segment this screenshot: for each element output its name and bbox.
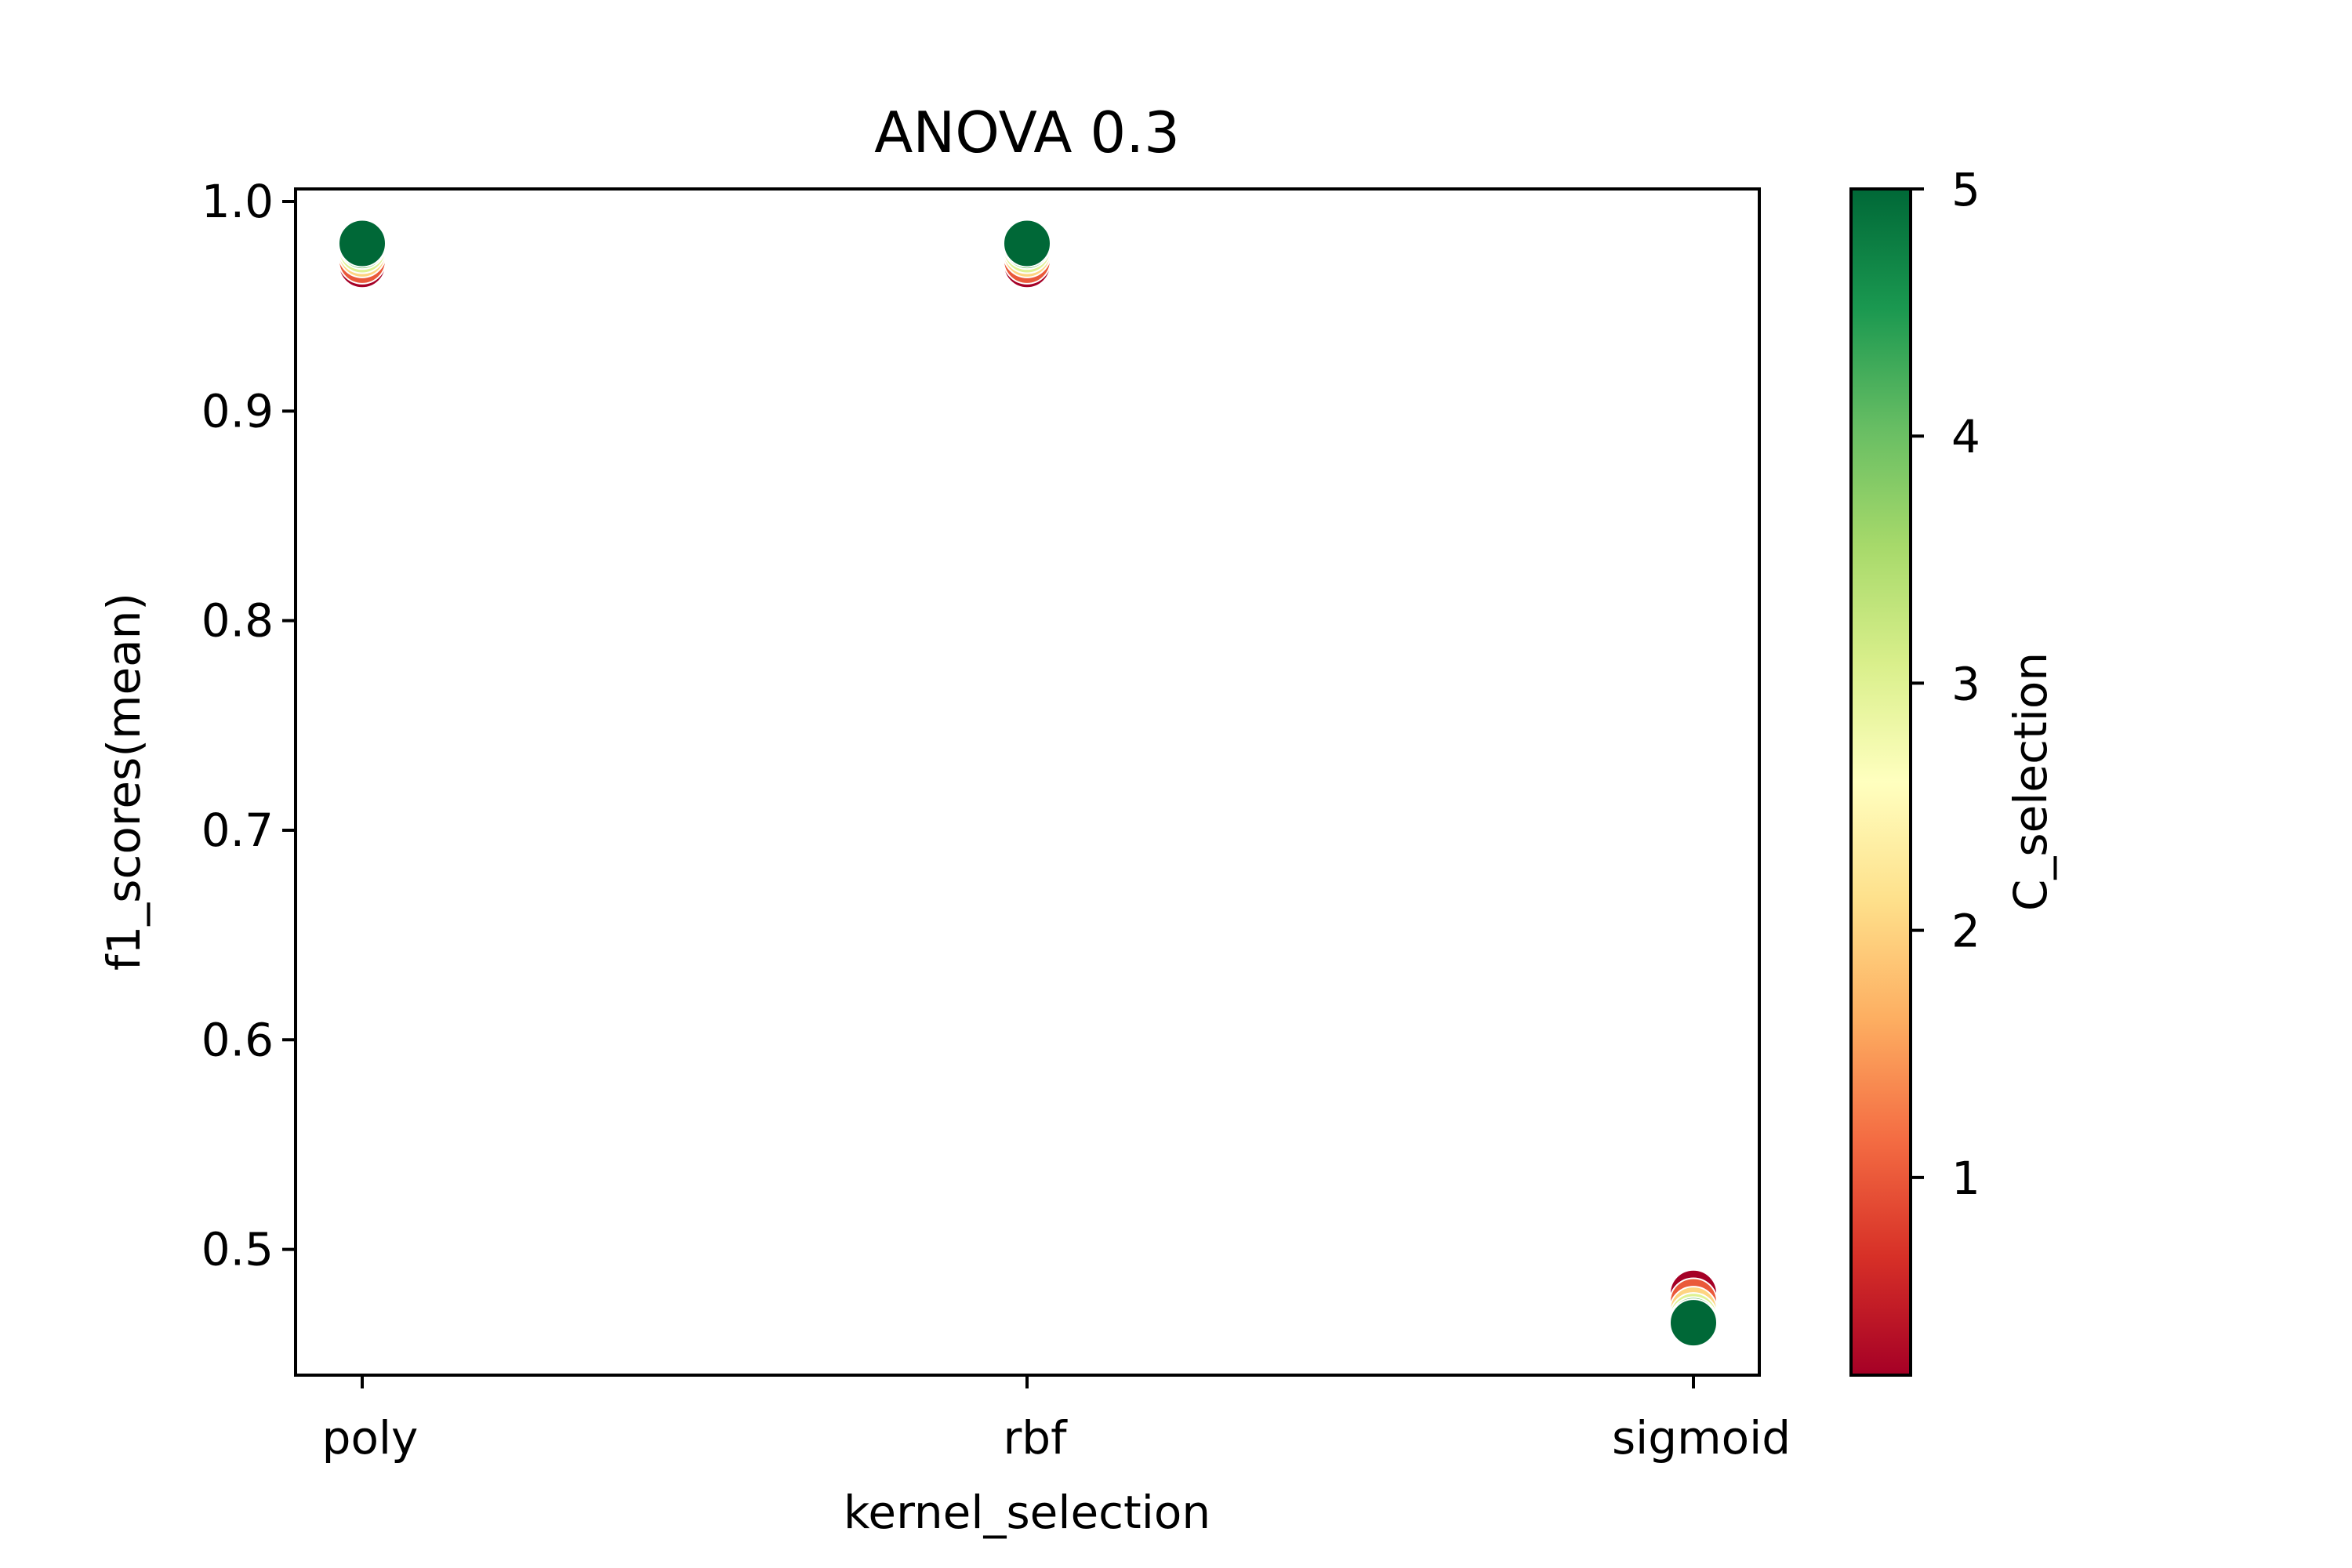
y-tick-label: 0.8 bbox=[201, 594, 274, 648]
colorbar-tick-label: 2 bbox=[1951, 905, 1980, 958]
scatter-point-sigmoid-17 bbox=[1669, 1298, 1718, 1348]
y-axis: 0.5 0.6 0.7 0.8 0.9 1.0 bbox=[201, 175, 296, 1276]
y-tick-label: 0.5 bbox=[201, 1223, 274, 1276]
colorbar-tick-label: 1 bbox=[1951, 1152, 1980, 1205]
x-axis: poly rbf sigmoid bbox=[322, 1375, 1791, 1465]
colorbar-label: C_selection bbox=[2004, 652, 2057, 911]
colorbar bbox=[1849, 187, 1912, 1377]
y-axis-label: f1_scores(mean) bbox=[97, 593, 151, 971]
y-tick-label: 0.9 bbox=[201, 384, 274, 437]
colorbar-tick-label: 3 bbox=[1951, 657, 1980, 710]
x-tick-label-rbf: rbf bbox=[1003, 1411, 1068, 1465]
plot-area bbox=[296, 189, 1759, 1375]
x-tick-label-poly: poly bbox=[322, 1411, 419, 1465]
colorbar-tick-label: 4 bbox=[1951, 410, 1980, 463]
colorbar-axis: 1 2 3 4 5 bbox=[1911, 163, 1980, 1205]
scatter-point-rbf-11 bbox=[1003, 219, 1051, 268]
colorbar-tick-label: 5 bbox=[1951, 163, 1980, 216]
x-axis-label: kernel_selection bbox=[844, 1486, 1210, 1539]
y-tick-label: 0.6 bbox=[201, 1013, 274, 1066]
x-tick-label-sigmoid: sigmoid bbox=[1612, 1411, 1791, 1465]
y-tick-label: 1.0 bbox=[201, 175, 274, 228]
points-layer bbox=[338, 219, 1718, 1348]
scatter-point-poly-5 bbox=[338, 219, 387, 268]
chart-title: ANOVA 0.3 bbox=[874, 100, 1180, 165]
y-tick-label: 0.7 bbox=[201, 804, 274, 857]
